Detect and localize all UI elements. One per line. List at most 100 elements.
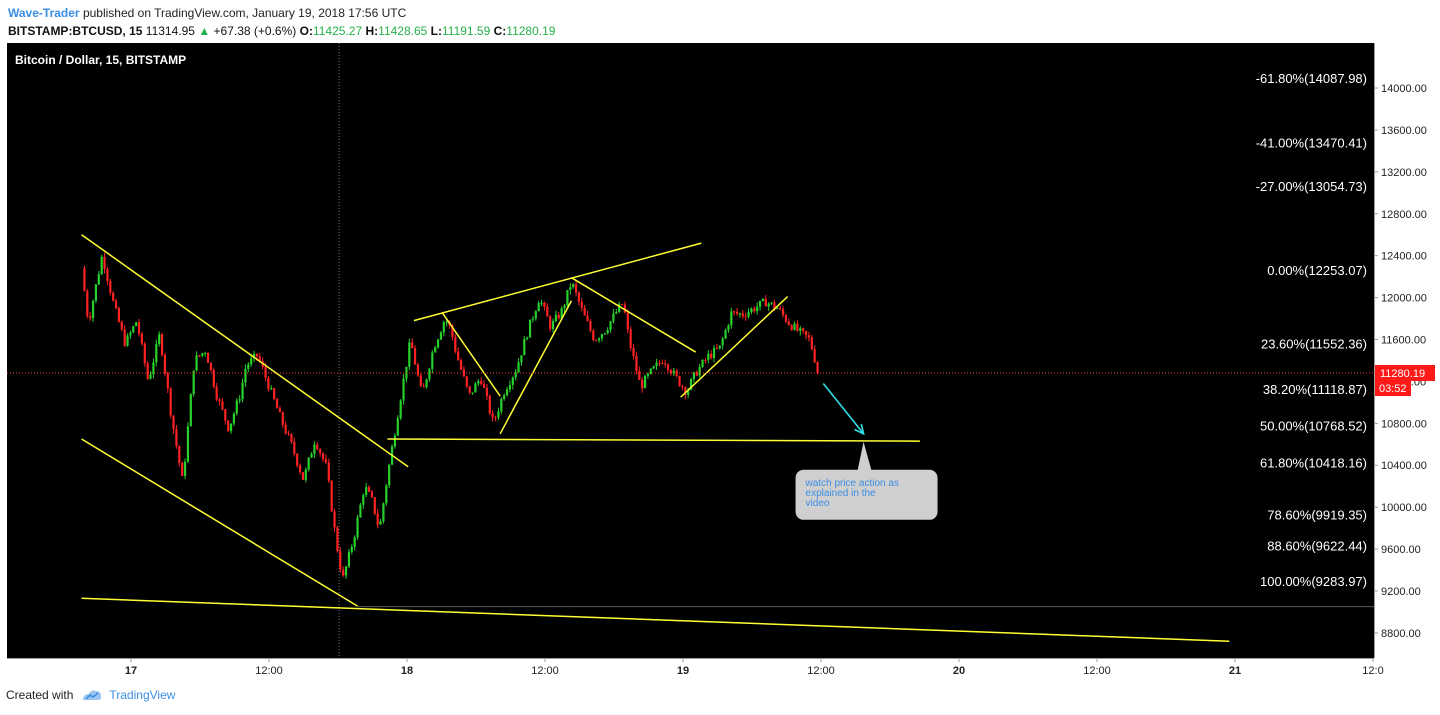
candle-body [339,551,342,570]
chart-container[interactable]: -61.80%(14087.98) -41.00%(13470.41) -27.00… [7,43,1436,680]
candle-body [83,268,86,292]
low-label: L: [430,24,442,38]
candle-body [543,302,546,307]
candle-body [511,377,514,386]
candle-body [232,413,236,424]
trendline-wedge-upper[interactable] [413,242,702,322]
candle-body [661,363,664,365]
arrow-shaft[interactable] [822,383,865,435]
candle-body [310,453,313,458]
candle-body [278,408,282,413]
candle-body [114,300,118,309]
y-tick-label: 12000.00 [1381,293,1427,305]
candle-body [442,322,445,333]
candle-body [163,354,167,374]
trendline-neckline[interactable] [387,438,920,442]
candle-body [681,386,684,388]
candle-body [411,342,414,349]
trendline-abc-c[interactable] [571,277,697,353]
candle-body [169,388,172,416]
symbol-label: BITSTAMP:BTCUSD, 15 [8,24,143,38]
candle-body [566,290,569,306]
candle-body [666,364,670,371]
candle-body [160,334,164,355]
candle-body [356,517,359,538]
candle-body [402,378,405,401]
author-link[interactable]: Wave-Trader [8,6,80,20]
callout-box[interactable] [795,469,938,520]
candle-body [618,304,621,313]
x-tick-label: 19 [677,665,689,677]
candle-body [577,292,581,302]
last-price: 11314.95 [145,24,195,38]
candle-body [551,321,555,329]
high-label: H: [365,24,379,38]
candle-body [204,353,207,355]
candle-body [206,353,210,363]
x-tick-label: 12:0 [1362,665,1383,677]
candle-body [178,445,181,463]
y-tick-label: 9200.00 [1381,586,1421,598]
trendline-rising-leg[interactable] [680,295,789,398]
y-tick-label: 9600.00 [1381,544,1421,556]
y-tick-label: 12800.00 [1381,209,1427,221]
price-chart[interactable]: -61.80%(14087.98) -41.00%(13470.41) -27.00… [7,43,1436,680]
candle-body [773,302,776,309]
trendline-long-support[interactable] [81,597,1230,642]
trendline-channel-upper[interactable] [81,234,409,468]
candle-body [652,366,655,369]
candle-body [480,381,483,384]
candle-body [250,358,253,365]
candle-body [649,368,652,374]
x-tick-label: 21 [1229,665,1241,677]
candle-body [362,495,365,505]
candle-body [612,313,615,322]
open-value: 11425.27 [312,24,363,38]
candle-body [86,291,89,317]
candle-body [353,537,356,547]
close-value: 11280.19 [506,24,556,38]
candle-body [419,375,422,387]
fib-level-label: -41.00%(13470.41) [1256,136,1367,151]
candle-body [796,323,799,331]
candle-body [557,314,560,319]
candle-body [534,311,537,319]
candle-body [97,274,100,285]
candle-body [790,325,793,330]
price-change: +67.38 (+0.6%) [213,24,297,38]
trendline-abc-b[interactable] [499,300,573,435]
candle-body [756,306,759,312]
chart-title: Bitcoin / Dollar, 15, BITSTAMP [15,53,186,67]
candle-body [396,418,399,436]
plot-area[interactable] [7,43,1374,658]
tradingview-link[interactable]: TradingView [109,688,176,702]
candle-body [505,389,509,396]
trendline-channel-lower[interactable] [81,438,358,607]
candle-body [106,268,109,281]
candle-body [365,487,368,496]
candle-body [422,386,425,388]
candle-body [776,308,779,310]
fib-level-label: 127.20%(8476.27) [1260,659,1367,674]
candle-body [172,415,175,430]
candle-body [149,374,152,379]
candle-body [500,398,503,412]
candle-body [347,551,351,567]
candle-body [428,368,431,380]
candle-body [635,355,638,372]
candle-body [787,321,790,326]
trendline-abc-a[interactable] [442,312,501,397]
candle-body [445,322,448,324]
candle-body [143,343,146,364]
candle-body [155,343,158,363]
candle-body [560,308,563,319]
candle-body [528,319,532,338]
candle-body [94,284,98,301]
candle-body [767,303,770,307]
up-triangle-icon: ▲ [198,24,211,38]
candle-body [603,333,606,335]
candle-body [761,298,765,301]
svg-text:video: video [806,498,830,509]
candle-body [431,352,434,369]
candle-body [804,330,808,336]
